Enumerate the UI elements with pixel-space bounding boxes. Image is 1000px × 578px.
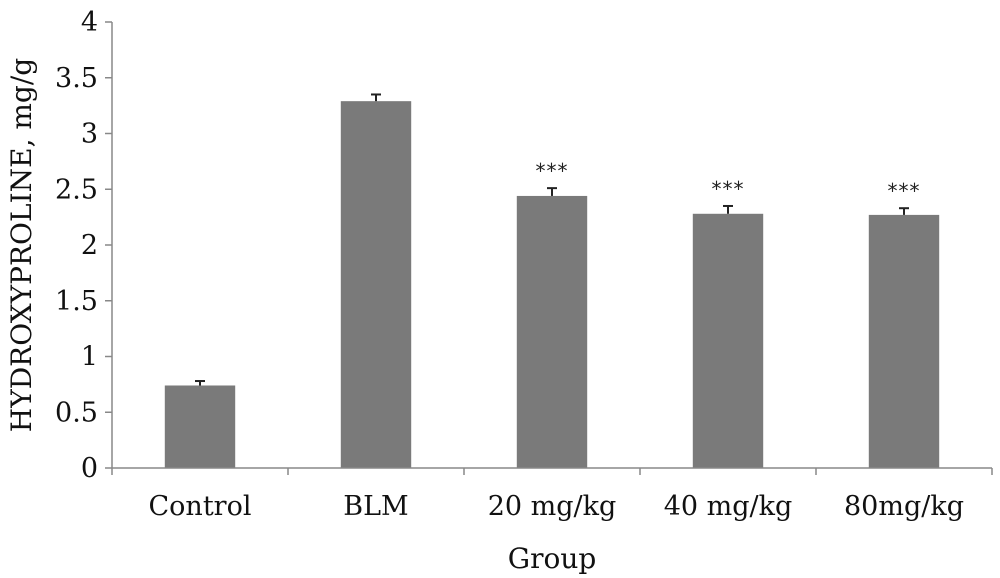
x-axis-tick-labels: Control BLM 20 mg/kg 40 mg/kg 80mg/kg xyxy=(149,491,964,522)
x-tick-label: 20 mg/kg xyxy=(488,491,617,522)
bar xyxy=(692,213,764,468)
y-tick-label: 1 xyxy=(81,342,98,373)
y-tick-label: 2.5 xyxy=(55,174,98,205)
error-bar xyxy=(899,207,909,215)
x-axis-ticks xyxy=(111,468,993,475)
error-bar xyxy=(371,93,381,102)
y-tick-label: 3.5 xyxy=(55,63,98,94)
bar xyxy=(516,195,588,468)
bar xyxy=(164,385,236,468)
x-axis-title: Group xyxy=(508,542,597,575)
error-bars xyxy=(195,93,909,386)
bar xyxy=(340,101,412,468)
y-tick-label: 4 xyxy=(81,7,98,38)
y-tick-label: 3 xyxy=(81,119,98,150)
y-axis-title: HYDROXYPROLINE, mg/g xyxy=(5,58,38,432)
y-tick-label: 1.5 xyxy=(55,286,98,317)
y-axis-ticks: 0 0.5 1 1.5 2 2.5 3 3.5 4 xyxy=(55,7,112,484)
error-bar xyxy=(723,204,733,214)
x-tick-label: 80mg/kg xyxy=(844,491,964,522)
y-tick-label: 0 xyxy=(81,453,98,484)
significance-annotations: *** *** *** xyxy=(536,159,921,203)
significance-label: *** xyxy=(712,177,745,201)
error-bar xyxy=(547,187,557,196)
bars xyxy=(164,101,940,468)
y-tick-label: 2 xyxy=(81,230,98,261)
error-bar xyxy=(195,380,205,386)
significance-label: *** xyxy=(536,159,569,183)
x-tick-label: BLM xyxy=(343,491,408,522)
y-tick-label: 0.5 xyxy=(55,397,98,428)
significance-label: *** xyxy=(888,179,921,203)
x-tick-label: 40 mg/kg xyxy=(664,491,793,522)
bar xyxy=(868,214,940,468)
x-tick-label: Control xyxy=(149,491,252,522)
